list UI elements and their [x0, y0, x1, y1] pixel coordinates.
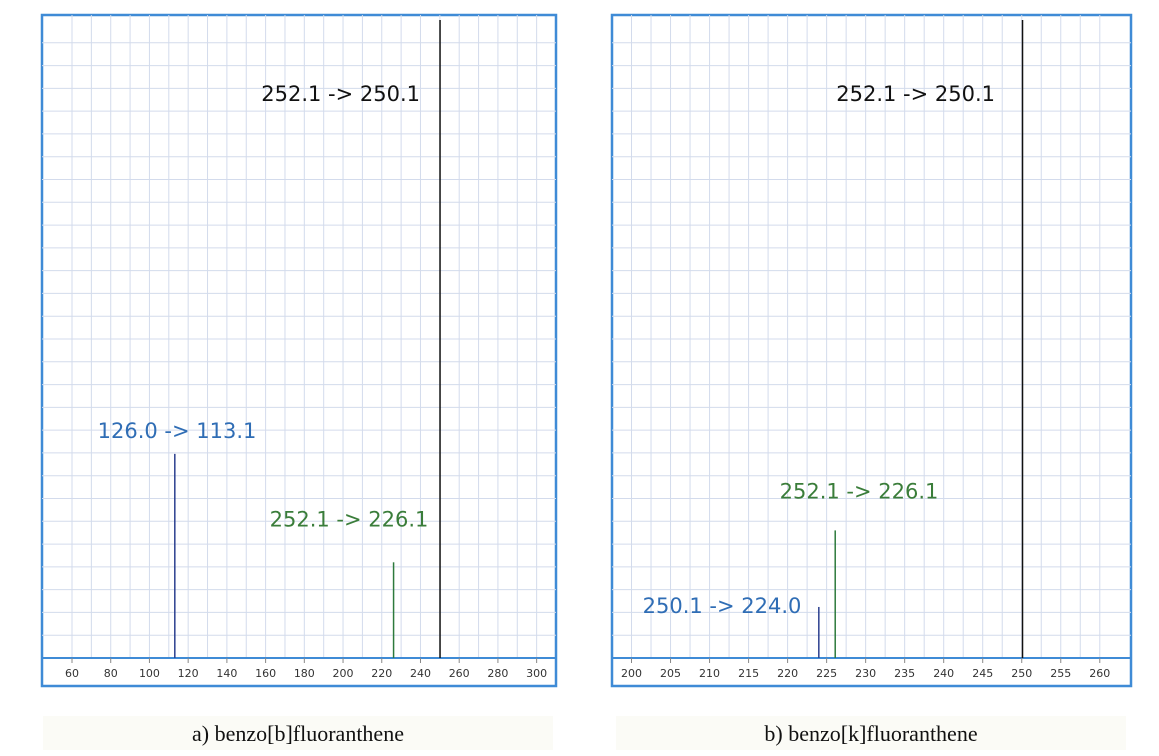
x-tick-label: 220: [371, 667, 392, 680]
x-tick-label: 240: [410, 667, 431, 680]
x-tick-label: 160: [255, 667, 276, 680]
x-tick-label: 240: [933, 667, 954, 680]
x-tick-label: 280: [487, 667, 508, 680]
peak-label: 252.1 -> 226.1: [270, 507, 429, 531]
x-tick-label: 120: [178, 667, 199, 680]
peak-label: 252.1 -> 250.1: [836, 82, 995, 106]
caption-bg: [43, 716, 553, 750]
x-tick-label: 100: [139, 667, 160, 680]
x-tick-label: 230: [855, 667, 876, 680]
x-tick-label: 255: [1050, 667, 1071, 680]
x-tick-label: 220: [777, 667, 798, 680]
x-tick-label: 300: [526, 667, 547, 680]
x-tick-label: 180: [294, 667, 315, 680]
x-tick-label: 250: [1011, 667, 1032, 680]
x-tick-label: 235: [894, 667, 915, 680]
x-tick-label: 225: [816, 667, 837, 680]
caption: b) benzo[k]fluoranthene: [764, 721, 977, 746]
peak-label: 252.1 -> 226.1: [780, 479, 939, 503]
peak-label: 252.1 -> 250.1: [261, 82, 420, 106]
plot-frame: [610, 13, 1133, 688]
x-tick-label: 80: [104, 667, 118, 680]
caption: a) benzo[b]fluoranthene: [192, 721, 404, 746]
x-tick-label: 60: [65, 667, 79, 680]
peak-label: 250.1 -> 224.0: [643, 594, 802, 618]
x-tick-label: 210: [699, 667, 720, 680]
x-tick-label: 215: [738, 667, 759, 680]
caption-bg: [616, 716, 1126, 750]
plot-frame: [40, 13, 558, 688]
peak-label: 126.0 -> 113.1: [98, 419, 257, 443]
x-tick-label: 200: [621, 667, 642, 680]
x-tick-label: 260: [449, 667, 470, 680]
x-tick-label: 200: [333, 667, 354, 680]
x-tick-label: 260: [1089, 667, 1110, 680]
x-tick-label: 205: [660, 667, 681, 680]
x-tick-label: 245: [972, 667, 993, 680]
x-tick-label: 140: [216, 667, 237, 680]
